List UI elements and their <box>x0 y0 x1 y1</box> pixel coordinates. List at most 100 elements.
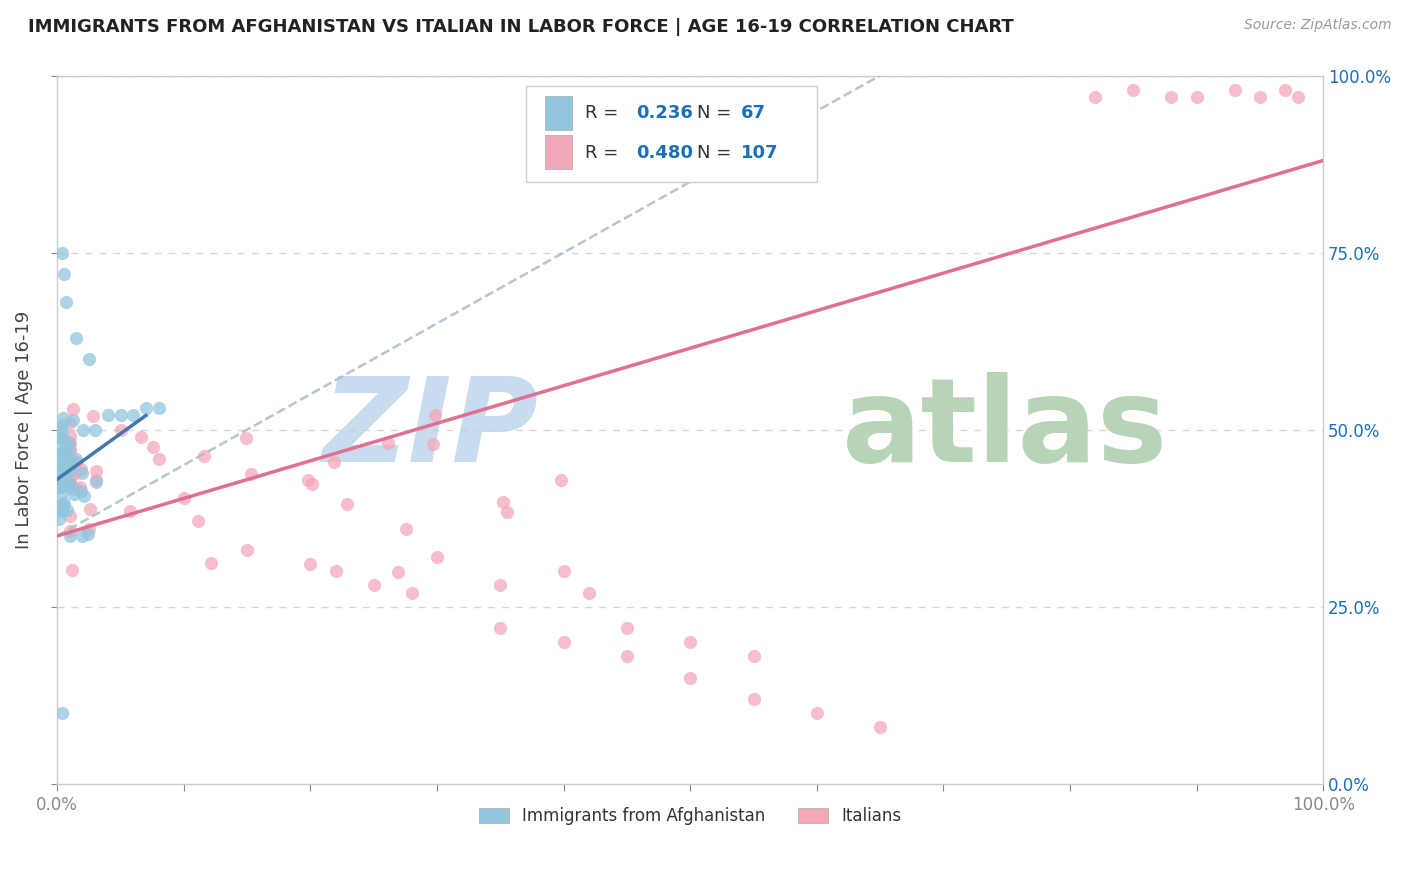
Point <box>426 550 449 565</box>
Text: 0.236: 0.236 <box>636 103 693 121</box>
Point <box>53 478 76 492</box>
Point <box>52 499 75 513</box>
Point <box>1286 89 1309 103</box>
Point <box>377 436 399 450</box>
Point <box>236 543 259 558</box>
Point <box>1223 83 1246 97</box>
Point <box>1185 89 1208 103</box>
Text: atlas: atlas <box>842 372 1168 487</box>
Point <box>59 476 82 491</box>
Point <box>1084 89 1107 103</box>
Point <box>53 447 76 461</box>
Point <box>48 433 70 447</box>
Point <box>65 455 87 469</box>
Point <box>60 458 83 472</box>
Point <box>110 409 132 423</box>
Point <box>49 479 72 493</box>
Point <box>70 529 93 543</box>
Point <box>72 423 94 437</box>
Point <box>86 464 108 478</box>
Point <box>59 454 82 468</box>
Point <box>550 473 572 487</box>
Point <box>62 413 84 427</box>
Point <box>489 578 512 592</box>
Point <box>142 441 165 455</box>
Point <box>240 467 263 481</box>
Point <box>53 455 76 469</box>
Text: N =: N = <box>696 103 731 121</box>
Point <box>122 409 145 423</box>
Point <box>51 706 73 720</box>
Point <box>578 585 600 599</box>
Text: IMMIGRANTS FROM AFGHANISTAN VS ITALIAN IN LABOR FORCE | AGE 16-19 CORRELATION CH: IMMIGRANTS FROM AFGHANISTAN VS ITALIAN I… <box>28 18 1014 36</box>
Point <box>55 295 77 310</box>
Text: ZIP: ZIP <box>322 372 538 487</box>
Bar <box>544 95 572 129</box>
Point <box>84 423 107 437</box>
Point <box>53 467 76 482</box>
Point <box>48 472 70 486</box>
Point <box>49 446 72 460</box>
Point <box>97 409 120 423</box>
Point <box>70 462 93 476</box>
Point <box>52 468 75 483</box>
Point <box>48 480 70 494</box>
Text: N =: N = <box>696 144 731 161</box>
Point <box>65 330 87 344</box>
Point <box>742 691 765 706</box>
Point <box>49 459 72 474</box>
Point <box>1274 83 1296 97</box>
Point <box>49 497 72 511</box>
Point <box>48 458 70 473</box>
Point <box>55 502 77 516</box>
Point <box>401 585 423 599</box>
Point <box>48 475 70 490</box>
Point <box>52 410 75 425</box>
Point <box>53 461 76 475</box>
Point <box>200 556 222 570</box>
Point <box>53 442 76 457</box>
Bar <box>544 136 572 169</box>
Point <box>55 434 77 448</box>
Point <box>52 460 75 475</box>
Point <box>70 467 93 481</box>
Point <box>84 475 107 489</box>
Point <box>553 564 575 578</box>
Point <box>869 720 891 734</box>
Text: 67: 67 <box>741 103 766 121</box>
Point <box>679 671 702 685</box>
Point <box>110 423 132 437</box>
Point <box>235 431 257 445</box>
Point <box>51 449 73 463</box>
Point <box>59 435 82 450</box>
Point <box>56 475 79 489</box>
Point <box>77 351 100 366</box>
Point <box>363 578 385 592</box>
Point <box>51 486 73 500</box>
Point <box>422 437 444 451</box>
Point <box>62 487 84 501</box>
Point <box>616 621 638 635</box>
Legend: Immigrants from Afghanistan, Italians: Immigrants from Afghanistan, Italians <box>478 807 901 825</box>
Point <box>52 498 75 512</box>
Point <box>489 621 512 635</box>
Point <box>53 447 76 461</box>
Point <box>56 442 79 457</box>
Point <box>336 497 359 511</box>
Point <box>52 267 75 281</box>
Point <box>297 473 319 487</box>
Point <box>52 463 75 477</box>
Point <box>51 417 73 432</box>
Point <box>325 564 347 578</box>
Point <box>51 245 73 260</box>
Point <box>679 635 702 649</box>
Point <box>62 402 84 417</box>
Point <box>59 416 82 430</box>
Point <box>135 401 157 416</box>
Point <box>387 566 409 580</box>
Point <box>82 409 104 423</box>
Point <box>60 563 83 577</box>
Point <box>59 443 82 458</box>
Point <box>553 635 575 649</box>
Point <box>129 430 152 444</box>
